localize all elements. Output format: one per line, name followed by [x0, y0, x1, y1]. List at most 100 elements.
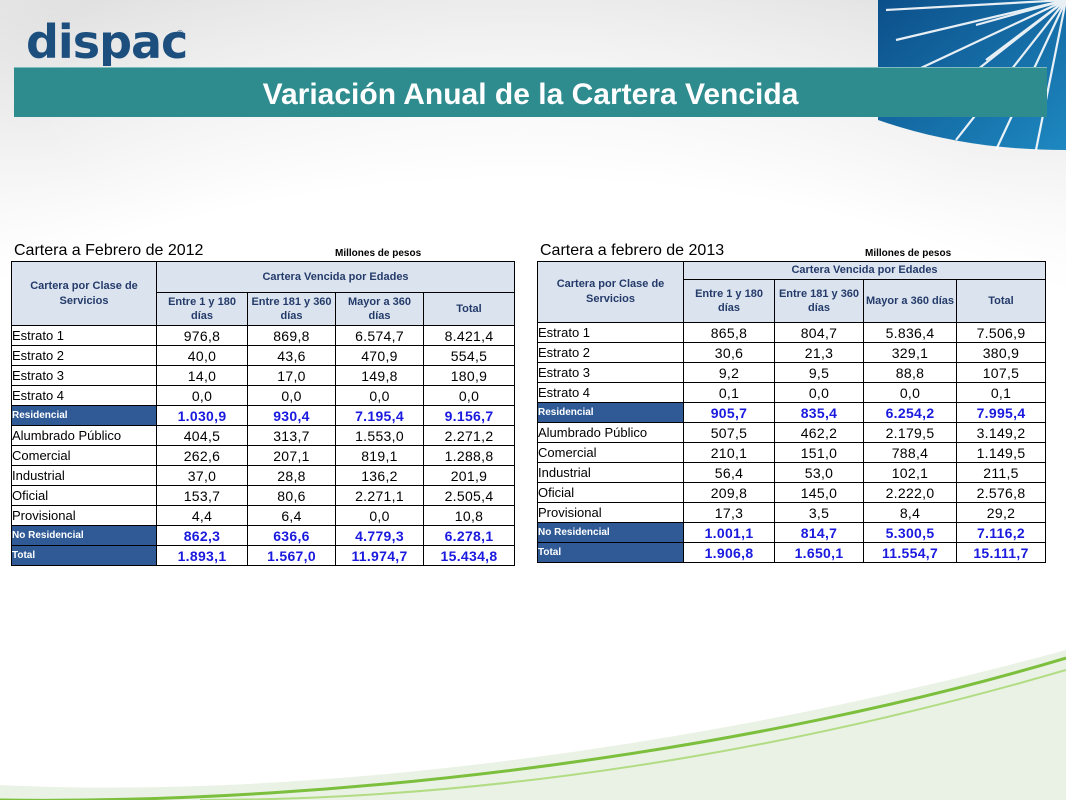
- summary-row: No Residencial 862,3 636,6 4.779,3 6.278,1: [11, 525, 515, 546]
- table-row: Estrato 2 40,0 43,6 470,9 554,5: [11, 345, 515, 366]
- cell-value: 380,9: [956, 342, 1046, 363]
- cell-value: 4,4: [156, 505, 248, 526]
- cell-value: 180,9: [423, 365, 515, 386]
- cell-value: 930,4: [247, 405, 336, 426]
- group-header: Cartera Vencida por Edades: [683, 261, 1046, 280]
- row-header: Cartera por Clase de Servicios: [537, 261, 684, 323]
- row-label: Total: [11, 545, 157, 566]
- title-band: Variación Anual de la Cartera Vencida: [14, 67, 1047, 117]
- table-2012: Cartera por Clase de Servicios Cartera V…: [11, 261, 515, 566]
- table-row: Estrato 4 0,0 0,0 0,0 0,0: [11, 385, 515, 406]
- cell-value: 804,7: [774, 322, 864, 343]
- cell-value: 1.906,8: [683, 542, 775, 563]
- cell-value: 29,2: [956, 502, 1046, 523]
- cell-value: 7.995,4: [956, 402, 1046, 423]
- table-row: Estrato 3 14,0 17,0 149,8 180,9: [11, 365, 515, 386]
- cell-value: 151,0: [774, 442, 864, 463]
- row-label: Estrato 1: [11, 325, 157, 346]
- table-row: Provisional 17,3 3,5 8,4 29,2: [537, 502, 1046, 523]
- cell-value: 470,9: [335, 345, 424, 366]
- table-row: Estrato 1 865,8 804,7 5.836,4 7.506,9: [537, 322, 1046, 343]
- column-header: Entre 181 y 360 días: [247, 292, 336, 326]
- logo-text: dispac: [26, 15, 186, 66]
- cell-value: 2.576,8: [956, 482, 1046, 503]
- cell-value: 6.254,2: [863, 402, 957, 423]
- cell-value: 6.278,1: [423, 525, 515, 546]
- cell-value: 0,0: [774, 382, 864, 403]
- cell-value: 1.288,8: [423, 445, 515, 466]
- cell-value: 40,0: [156, 345, 248, 366]
- cell-value: 201,9: [423, 465, 515, 486]
- row-label: Estrato 2: [537, 342, 684, 363]
- cell-value: 80,6: [247, 485, 336, 506]
- cell-value: 56,4: [683, 462, 775, 483]
- group-header: Cartera Vencida por Edades: [156, 261, 515, 293]
- cell-value: 1.567,0: [247, 545, 336, 566]
- column-header: Total: [956, 279, 1046, 323]
- cell-value: 0,1: [683, 382, 775, 403]
- cell-value: 210,1: [683, 442, 775, 463]
- cell-value: 0,0: [156, 385, 248, 406]
- cell-value: 0,1: [956, 382, 1046, 403]
- cell-value: 819,1: [335, 445, 424, 466]
- table-2012-title: Cartera a Febrero de 2012: [14, 242, 204, 259]
- cell-value: 1.893,1: [156, 545, 248, 566]
- cell-value: 869,8: [247, 325, 336, 346]
- cell-value: 15.111,7: [956, 542, 1046, 563]
- cell-value: 1.553,0: [335, 425, 424, 446]
- table-row: Estrato 3 9,2 9,5 88,8 107,5: [537, 362, 1046, 383]
- table-row: Comercial 210,1 151,0 788,4 1.149,5: [537, 442, 1046, 463]
- table-row: Industrial 37,0 28,8 136,2 201,9: [11, 465, 515, 486]
- row-label: Provisional: [537, 502, 684, 523]
- row-label: Estrato 1: [537, 322, 684, 343]
- cell-value: 4.779,3: [335, 525, 424, 546]
- cell-value: 17,3: [683, 502, 775, 523]
- cell-value: 788,4: [863, 442, 957, 463]
- slide-title: Variación Anual de la Cartera Vencida: [262, 78, 799, 111]
- cell-value: 88,8: [863, 362, 957, 383]
- cell-value: 43,6: [247, 345, 336, 366]
- cell-value: 11.974,7: [335, 545, 424, 566]
- cell-value: 153,7: [156, 485, 248, 506]
- cell-value: 2.271,1: [335, 485, 424, 506]
- summary-row: No Residencial 1.001,1 814,7 5.300,5 7.116,2: [537, 522, 1046, 543]
- cell-value: 262,6: [156, 445, 248, 466]
- cell-value: 5.300,5: [863, 522, 957, 543]
- cell-value: 11.554,7: [863, 542, 957, 563]
- row-label: Alumbrado Público: [11, 425, 157, 446]
- dispac-logo: dispac ®: [26, 14, 188, 71]
- table-2012-unit: Millones de pesos: [335, 248, 422, 259]
- summary-row: Total 1.906,8 1.650,1 11.554,7 15.111,7: [537, 542, 1046, 563]
- cell-value: 636,6: [247, 525, 336, 546]
- cell-value: 0,0: [335, 505, 424, 526]
- cell-value: 7.116,2: [956, 522, 1046, 543]
- cell-value: 8,4: [863, 502, 957, 523]
- cell-value: 835,4: [774, 402, 864, 423]
- cell-value: 814,7: [774, 522, 864, 543]
- column-header: Entre 1 y 180 días: [683, 279, 775, 323]
- row-label: Oficial: [11, 485, 157, 506]
- row-label: Estrato 3: [11, 365, 157, 386]
- table-row: Oficial 209,8 145,0 2.222,0 2.576,8: [537, 482, 1046, 503]
- cell-value: 329,1: [863, 342, 957, 363]
- cell-value: 862,3: [156, 525, 248, 546]
- cell-value: 7.195,4: [335, 405, 424, 426]
- cell-value: 554,5: [423, 345, 515, 366]
- row-label: Residencial: [11, 405, 157, 426]
- cell-value: 209,8: [683, 482, 775, 503]
- row-label: Estrato 2: [11, 345, 157, 366]
- cell-value: 1.001,1: [683, 522, 775, 543]
- table-row: Alumbrado Público 404,5 313,7 1.553,0 2.271,…: [11, 425, 515, 446]
- table-row: Oficial 153,7 80,6 2.271,1 2.505,4: [11, 485, 515, 506]
- cell-value: 21,3: [774, 342, 864, 363]
- column-header: Total: [423, 292, 515, 326]
- table-row: Estrato 4 0,1 0,0 0,0 0,1: [537, 382, 1046, 403]
- cell-value: 17,0: [247, 365, 336, 386]
- cell-value: 2.222,0: [863, 482, 957, 503]
- row-label: Industrial: [11, 465, 157, 486]
- summary-row: Residencial 1.030,9 930,4 7.195,4 9.156,7: [11, 405, 515, 426]
- summary-row: Residencial 905,7 835,4 6.254,2 7.995,4: [537, 402, 1046, 423]
- cell-value: 30,6: [683, 342, 775, 363]
- row-label: Industrial: [537, 462, 684, 483]
- cell-value: 102,1: [863, 462, 957, 483]
